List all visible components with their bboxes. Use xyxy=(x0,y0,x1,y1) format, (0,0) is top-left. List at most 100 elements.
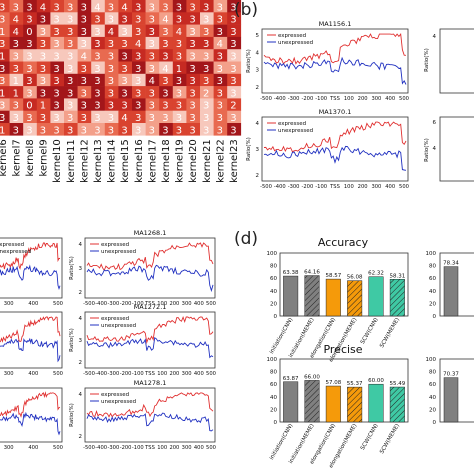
series-line xyxy=(263,145,407,171)
series-line xyxy=(86,315,214,345)
heatmap-cell-value: 3 xyxy=(203,27,209,38)
legend-label-expressed: expressed xyxy=(101,392,129,398)
heatmap-cell xyxy=(145,86,160,99)
heatmap-cell-value: 3 xyxy=(53,2,59,13)
heatmap-cell xyxy=(104,73,119,87)
y-tick-label: 3 xyxy=(79,338,83,344)
y-tick-label: 20 xyxy=(429,407,436,413)
x-tick-label: 400 xyxy=(28,445,38,451)
plot-frame xyxy=(84,237,216,299)
heatmap-cell-value: 3 xyxy=(13,39,19,50)
heatmap-cell-value: 3 xyxy=(40,15,46,26)
x-tick-label: -200 xyxy=(120,301,132,307)
heatmap-cell xyxy=(91,49,106,62)
heatmap-cell-value: 4 xyxy=(149,76,155,87)
heatmap-cell-value: 3 xyxy=(13,125,19,136)
heatmap-cell xyxy=(132,86,146,99)
heatmap-cell xyxy=(64,36,78,50)
heatmap-cell-value: 3 xyxy=(13,2,19,13)
x-tick-label: -500 xyxy=(83,301,95,307)
heatmap-cell xyxy=(36,123,51,136)
heatmap-cell-value: 3 xyxy=(67,2,73,13)
heatmap-cell xyxy=(104,123,119,136)
heatmap-cell xyxy=(200,49,214,62)
heatmap-cell-value: 3 xyxy=(189,52,195,63)
heatmap-column-label: kernel19 xyxy=(175,139,186,183)
heatmap-cell-value: 3 xyxy=(26,76,32,87)
x-tick-label: -200 xyxy=(120,445,132,451)
heatmap-cell xyxy=(227,98,242,111)
x-tick-label: -400 xyxy=(274,184,286,190)
heatmap-cell-value: 3 xyxy=(230,76,236,87)
heatmap-cell xyxy=(159,49,174,62)
heatmap-cell xyxy=(23,61,38,75)
heatmap-cell xyxy=(36,49,51,62)
bar-value-label: 64.16 xyxy=(304,270,320,276)
heatmap-cell xyxy=(77,61,92,75)
heatmap-cell-value: 3 xyxy=(121,52,127,63)
heatmap-cell-value: 3 xyxy=(40,88,46,99)
heatmap-cell xyxy=(145,0,160,13)
y-tick-label: 4 xyxy=(79,242,83,248)
category-label: SCW(CNN) xyxy=(360,423,380,451)
heatmap-cell xyxy=(118,110,133,124)
heatmap-cell-value: 4 xyxy=(108,27,114,38)
legend-label-unexpressed: unexpressed xyxy=(101,399,136,405)
heatmap-cell-value: 3 xyxy=(94,64,100,75)
heatmap-cell xyxy=(36,24,51,38)
heatmap-cell-value: 3 xyxy=(135,125,141,136)
heatmap-cell xyxy=(104,98,119,111)
heatmap-cell-value: 3 xyxy=(217,64,223,75)
x-tick-label: -100 xyxy=(315,184,327,190)
heatmap-cell xyxy=(118,98,133,111)
heatmap-cell-value: 3 xyxy=(203,64,209,75)
heatmap-cell xyxy=(77,12,92,25)
heatmap-cell xyxy=(50,123,65,136)
heatmap-cell-value: 4 xyxy=(81,52,87,63)
heatmap-column-label: kernel8 xyxy=(25,139,36,176)
heatmap-cell-value: 3 xyxy=(149,15,155,26)
heatmap-cell xyxy=(186,0,201,13)
heatmap-cell-value: 3 xyxy=(121,125,127,136)
x-tick-label: -500 xyxy=(83,371,95,377)
x-tick-label: 500 xyxy=(399,96,409,102)
heatmap-column-label: kernel18 xyxy=(161,139,172,183)
x-tick-label: 300 xyxy=(371,96,381,102)
heatmap-cell xyxy=(9,0,24,13)
heatmap-cell-value: 3 xyxy=(53,88,59,99)
series-line xyxy=(263,32,407,65)
y-tick-label: 40 xyxy=(270,289,277,295)
heatmap-cell xyxy=(172,73,187,87)
heatmap-cell xyxy=(0,24,10,38)
y-tick-label: 60 xyxy=(270,276,277,282)
heatmap-cell xyxy=(200,12,214,25)
bar-value-label: 66.00 xyxy=(304,374,320,380)
y-tick-label: 0 xyxy=(433,420,437,426)
legend-label-expressed: expressed xyxy=(278,33,306,39)
y-tick-label: 20 xyxy=(270,407,277,413)
x-tick-label: -500 xyxy=(83,445,95,451)
heatmap-cell-value: 3 xyxy=(217,113,223,124)
heatmap-column-label: kernel6 xyxy=(0,139,9,176)
heatmap-cell-value: 3 xyxy=(162,27,168,38)
panel-label-d: (d) xyxy=(234,229,258,249)
heatmap-cell-value: 3 xyxy=(176,113,182,124)
heatmap-cell xyxy=(36,86,51,99)
heatmap-cell-value: 3 xyxy=(149,27,155,38)
heatmap-cell-value: 3 xyxy=(94,15,100,26)
heatmap-cell xyxy=(145,98,160,111)
y-tick-label: 100 xyxy=(267,357,278,363)
category-label: SCW(CNN) xyxy=(360,317,380,345)
heatmap-cell xyxy=(9,36,24,50)
heatmap-cell-value: 3 xyxy=(230,125,236,136)
y-tick-label: 3 xyxy=(79,266,83,272)
bar-value-label: 63.38 xyxy=(283,270,299,276)
heatmap-cell xyxy=(159,0,174,13)
heatmap-cell-value: 3 xyxy=(0,113,5,124)
heatmap-cell xyxy=(159,123,174,136)
heatmap-cell-value: 3 xyxy=(217,88,223,99)
heatmap-cell xyxy=(77,49,92,62)
bar-hatch xyxy=(304,275,320,316)
x-tick-label: 300 xyxy=(182,371,192,377)
